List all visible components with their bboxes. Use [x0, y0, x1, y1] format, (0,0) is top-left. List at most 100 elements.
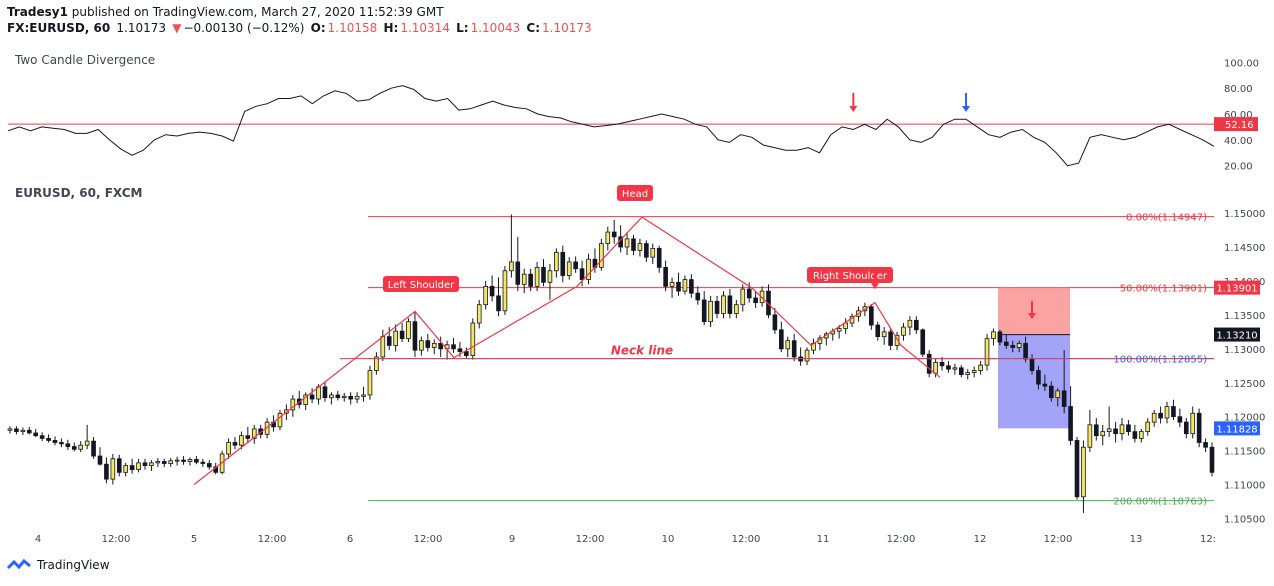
fib-level-label: 0.00%(1.14947) — [1126, 213, 1207, 224]
candle-body — [245, 435, 251, 439]
candle-body — [149, 462, 154, 466]
footer-brand[interactable]: TradingView — [6, 558, 110, 572]
fib-level-label: 50.00%(1.13901) — [1120, 284, 1207, 295]
candle-body — [1093, 424, 1099, 437]
candle-body — [676, 281, 681, 292]
candle-body — [309, 394, 315, 400]
candle-body — [1061, 390, 1067, 407]
candle-body — [624, 238, 630, 248]
open-label: O: — [310, 21, 326, 35]
candle-body — [644, 243, 649, 258]
price-y-tick: 1.13000 — [1224, 345, 1265, 356]
close-value: 1.10173 — [542, 21, 592, 35]
candle-body — [881, 331, 887, 338]
candle-body — [502, 270, 508, 312]
candle-body — [361, 394, 366, 397]
candle-body — [554, 252, 559, 272]
candle-body — [804, 349, 810, 362]
time-x-tick: 4 — [35, 534, 41, 545]
oscillator-title: Two Candle Divergence — [15, 53, 156, 67]
candle-body — [419, 340, 424, 351]
candle-body — [631, 238, 636, 251]
down-arrow-icon — [871, 283, 879, 290]
open-value: 1.10158 — [327, 21, 378, 35]
tradingview-logo-icon — [6, 558, 31, 570]
candle-body — [920, 329, 926, 355]
candle-body — [785, 340, 791, 350]
candle-body — [708, 300, 713, 323]
pattern-label: Left Shoulder — [388, 280, 455, 291]
price-y-tick: 1.11000 — [1224, 481, 1265, 492]
candle-body — [1203, 442, 1208, 448]
fib-level-label: 100.00%(1.12855) — [1113, 355, 1207, 366]
candle-body — [695, 292, 701, 301]
close-label: C: — [526, 21, 541, 35]
candle-body — [161, 461, 167, 464]
osc-y-tick: 40.00 — [1224, 136, 1253, 147]
candle-body — [869, 306, 874, 326]
pattern-label-badge — [383, 276, 459, 292]
candle-body — [46, 438, 51, 441]
candle-body — [277, 412, 283, 428]
candle-body — [20, 429, 26, 433]
pattern-label: Right Shoulder — [813, 271, 888, 282]
candle-body — [1183, 421, 1189, 435]
candle-body — [367, 370, 373, 396]
candle-body — [39, 435, 45, 439]
candle-body — [997, 331, 1003, 343]
candle-body — [534, 266, 540, 287]
candle-body — [78, 444, 84, 450]
candle-body — [714, 300, 720, 314]
candle-body — [740, 288, 746, 306]
price-y-tick: 1.10500 — [1224, 514, 1265, 525]
candle-body — [374, 356, 379, 371]
candle-body — [1145, 421, 1151, 433]
candle-body — [354, 395, 360, 400]
take-profit-zone — [998, 334, 1070, 429]
candle-body — [1113, 428, 1118, 435]
price-y-tick: 1.15000 — [1224, 209, 1265, 220]
candle-body — [123, 465, 129, 473]
candle-body — [547, 270, 553, 283]
head-shoulders-pattern — [193, 216, 941, 486]
price-axis-tag — [1214, 327, 1260, 342]
oscillator-line — [7, 85, 1215, 167]
time-x-tick: 13 — [1130, 534, 1143, 545]
candle-body — [509, 261, 514, 272]
time-x-tick: 5 — [191, 534, 197, 545]
change-value: −0.00130 (−0.12%) — [183, 21, 305, 35]
candle-body — [701, 299, 707, 323]
candle-body — [965, 372, 971, 376]
candle-body — [1048, 385, 1054, 399]
candle-body — [483, 285, 488, 306]
candle-body — [1100, 431, 1106, 437]
osc-y-tick: 80.00 — [1224, 84, 1253, 95]
candle-body — [1023, 342, 1028, 360]
candle-body — [1029, 358, 1035, 371]
price-y-tick: 1.12500 — [1224, 379, 1265, 390]
candle-body — [290, 398, 296, 411]
candle-body — [746, 288, 752, 299]
candle-body — [91, 440, 96, 457]
low-label: L: — [456, 21, 469, 35]
candle-body — [52, 440, 58, 443]
candle-body — [779, 329, 784, 350]
time-x-tick: 11 — [817, 534, 830, 545]
candle-body — [7, 428, 13, 431]
time-x-tick: 12:00 — [887, 534, 916, 545]
candle-body — [1196, 412, 1202, 443]
published-text: published on TradingView.com, March 27, … — [71, 5, 444, 19]
candle-body — [348, 395, 353, 400]
candle-body — [399, 330, 405, 340]
price-axis-tag-label: 1.11828 — [1216, 424, 1257, 435]
price-y-tick: 1.14500 — [1224, 243, 1265, 254]
candle-body — [104, 463, 109, 480]
candle-body — [907, 319, 913, 328]
candle-body — [457, 348, 463, 352]
candle-body — [380, 336, 386, 358]
candle-body — [206, 463, 212, 468]
candle-body — [541, 266, 546, 283]
candle-body — [232, 442, 238, 446]
time-x-tick: 12:00 — [576, 534, 605, 545]
